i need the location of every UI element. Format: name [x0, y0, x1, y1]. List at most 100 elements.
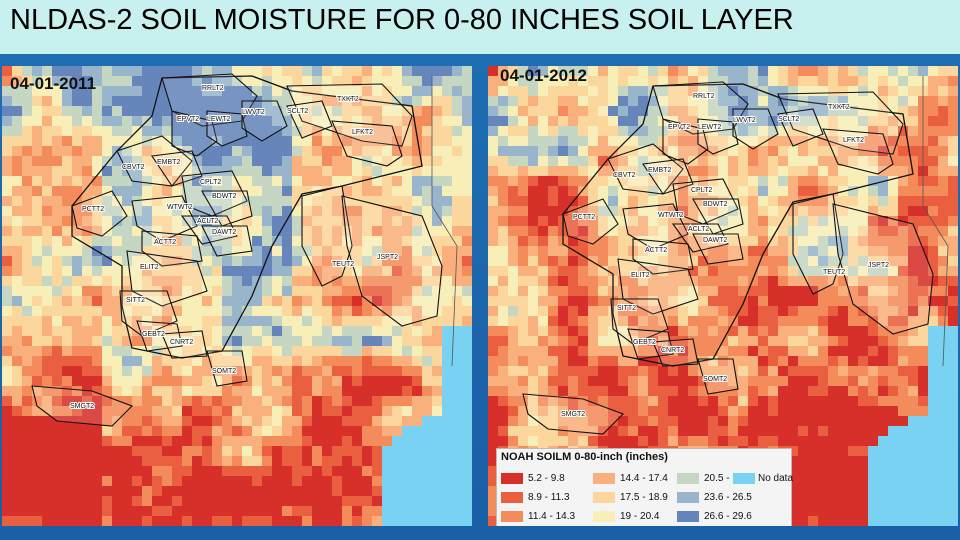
basin-outline [141, 230, 203, 267]
legend-swatch [677, 491, 699, 503]
basin-outline [116, 135, 193, 187]
basin-label: LEWT2 [698, 124, 721, 131]
legend-label: 11.4 - 14.3 [528, 510, 576, 522]
basin-label: LFKT2 [843, 137, 864, 144]
page-title: NLDAS-2 SOIL MOISTURE FOR 0-80 INCHES SO… [10, 4, 794, 36]
basin-label: TXKT2 [828, 104, 850, 111]
legend-swatch [501, 472, 523, 484]
basin-outline [832, 203, 934, 335]
basin-outline [171, 110, 218, 157]
basin-label: ELIT2 [631, 272, 650, 279]
legend-swatch [501, 491, 523, 503]
basin-label: LWVT2 [733, 117, 756, 124]
basin-label: RRLT2 [693, 93, 715, 100]
basin-outline [131, 195, 198, 242]
basin-outline [692, 233, 744, 265]
basin-outline [697, 118, 739, 155]
legend-label: 20.5 - 23.5 [704, 472, 752, 484]
legend-label: No data [758, 472, 794, 484]
legend-item: 14.4 - 17.4 [593, 471, 668, 485]
legend-swatch [593, 472, 615, 484]
basin-outline [206, 350, 248, 387]
legend-item: 19 - 20.4 [593, 509, 659, 523]
legend-item: 8.9 - 11.3 [501, 490, 570, 504]
basin-label: CPLT2 [200, 179, 221, 186]
basin-label: SCLT2 [287, 108, 308, 115]
legend-swatch [593, 510, 615, 522]
basin-outline [692, 198, 744, 235]
basin-outline [732, 108, 779, 150]
basin-label: SOMT2 [703, 376, 727, 383]
basin-label: ACLT2 [688, 226, 709, 233]
basin-label: CPLT2 [691, 187, 712, 194]
basin-label: SITT2 [126, 297, 145, 304]
title-bar: NLDAS-2 SOIL MOISTURE FOR 0-80 INCHES SO… [0, 0, 960, 54]
basin-label: GEBT2 [633, 339, 656, 346]
basin-outline [301, 185, 353, 287]
basin-boundary [562, 83, 914, 367]
legend-title: NOAH SOILM 0-80-inch (inches) [501, 451, 668, 463]
basin-outline [341, 195, 443, 327]
basin-outline [201, 225, 253, 257]
basin-outline [697, 358, 739, 395]
legend-swatch [677, 472, 699, 484]
basin-outline [161, 330, 208, 359]
legend-swatch [733, 472, 755, 484]
basin-outline [777, 108, 824, 147]
basin-outline [562, 198, 619, 245]
basin-outline [627, 328, 674, 360]
legend-item: 17.5 - 18.9 [593, 490, 668, 504]
basin-outline [672, 178, 739, 225]
basin-outline [31, 385, 133, 427]
legend-label: 23.6 - 26.5 [704, 491, 752, 503]
basin-label: JSPT2 [868, 262, 889, 269]
basin-outline [201, 190, 253, 227]
basin-label: LFKT2 [352, 129, 373, 136]
legend-item: 11.4 - 14.3 [501, 509, 575, 523]
basin-outline [822, 128, 894, 175]
legend-label: 17.5 - 18.9 [620, 491, 668, 503]
basin-outline [71, 190, 128, 237]
basin-outline [642, 158, 694, 195]
basin-outline [662, 118, 709, 165]
legend-swatch [593, 491, 615, 503]
basin-outline [286, 83, 413, 147]
basin-label: EPVT2 [668, 124, 690, 131]
basin-label: ELIT2 [140, 264, 159, 271]
basin-outline [671, 223, 729, 253]
basin-outline [607, 143, 684, 195]
basin-outline [617, 258, 699, 315]
basin-label: SOMT2 [212, 368, 236, 375]
basin-outline [126, 250, 208, 307]
basin-label: BDWT2 [703, 201, 728, 208]
basin-outline [777, 91, 904, 155]
legend-label: 19 - 20.4 [620, 510, 660, 522]
legend-label: 5.2 - 9.8 [528, 472, 565, 484]
basin-label: CBVT2 [122, 164, 145, 171]
legend-swatch [501, 510, 523, 522]
basin-label: RRLT2 [202, 85, 224, 92]
basin-label: TXKT2 [337, 96, 359, 103]
basin-label: WTWT2 [658, 212, 684, 219]
legend-item: No data [733, 471, 793, 485]
basin-outline [181, 170, 248, 217]
basin-label: TEUT2 [823, 269, 845, 276]
basin-label: ACLT2 [197, 218, 218, 225]
basin-label: CBVT2 [613, 172, 636, 179]
basin-label: TEUT2 [332, 261, 354, 268]
legend-item: 20.5 - 23.5 [677, 471, 752, 485]
basin-label: ACTT2 [645, 247, 667, 254]
basin-outline [652, 338, 699, 367]
bottom-strip [0, 526, 960, 540]
legend-item: 26.6 - 29.6 [677, 509, 752, 523]
state-boundary [922, 76, 949, 367]
basin-label: DAWT2 [212, 229, 236, 236]
basin-label: SCLT2 [778, 116, 799, 123]
basin-boundary [71, 75, 423, 359]
basin-label: CNRT2 [170, 339, 193, 346]
state-boundary [431, 76, 458, 367]
basin-label: EMBT2 [157, 159, 180, 166]
legend-swatch [677, 510, 699, 522]
basin-outline [180, 215, 238, 245]
basin-outline [610, 298, 669, 345]
